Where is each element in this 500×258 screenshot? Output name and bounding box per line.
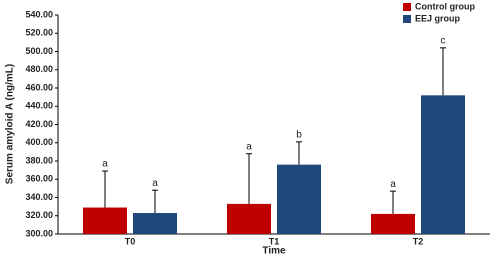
bar [277,164,321,234]
y-tick-label: 440.00 [25,101,53,111]
y-tick-label: 500.00 [25,46,53,56]
significance-label: c [441,35,446,46]
legend-swatch [403,3,411,11]
legend-label: Control group [415,1,475,11]
y-tick-label: 300.00 [25,228,53,238]
bar [83,207,127,234]
significance-label: a [246,141,252,152]
x-tick-label: T1 [269,236,280,246]
bar [421,95,465,234]
y-tick-label: 540.00 [25,9,53,19]
significance-label: b [296,129,302,140]
y-tick-label: 340.00 [25,192,53,202]
y-tick-label: 400.00 [25,137,53,147]
x-tick-label: T0 [125,236,136,246]
bar [371,213,415,234]
y-tick-label: 360.00 [25,174,53,184]
significance-label: a [152,178,158,189]
y-tick-label: 460.00 [25,82,53,92]
y-tick-label: 480.00 [25,64,53,74]
y-tick-label: 520.00 [25,28,53,38]
legend-label: EEJ group [415,13,461,23]
y-tick-label: 320.00 [25,210,53,220]
legend-swatch [403,15,411,23]
x-tick-label: T2 [413,236,424,246]
y-axis-label: Serum amyloid A (ng/mL) [5,64,16,184]
y-tick-label: 380.00 [25,155,53,165]
bar [133,213,177,234]
significance-label: a [102,159,108,170]
bar [227,203,271,234]
y-tick-label: 420.00 [25,119,53,129]
significance-label: a [390,179,396,190]
x-axis-label: Time [262,246,286,257]
